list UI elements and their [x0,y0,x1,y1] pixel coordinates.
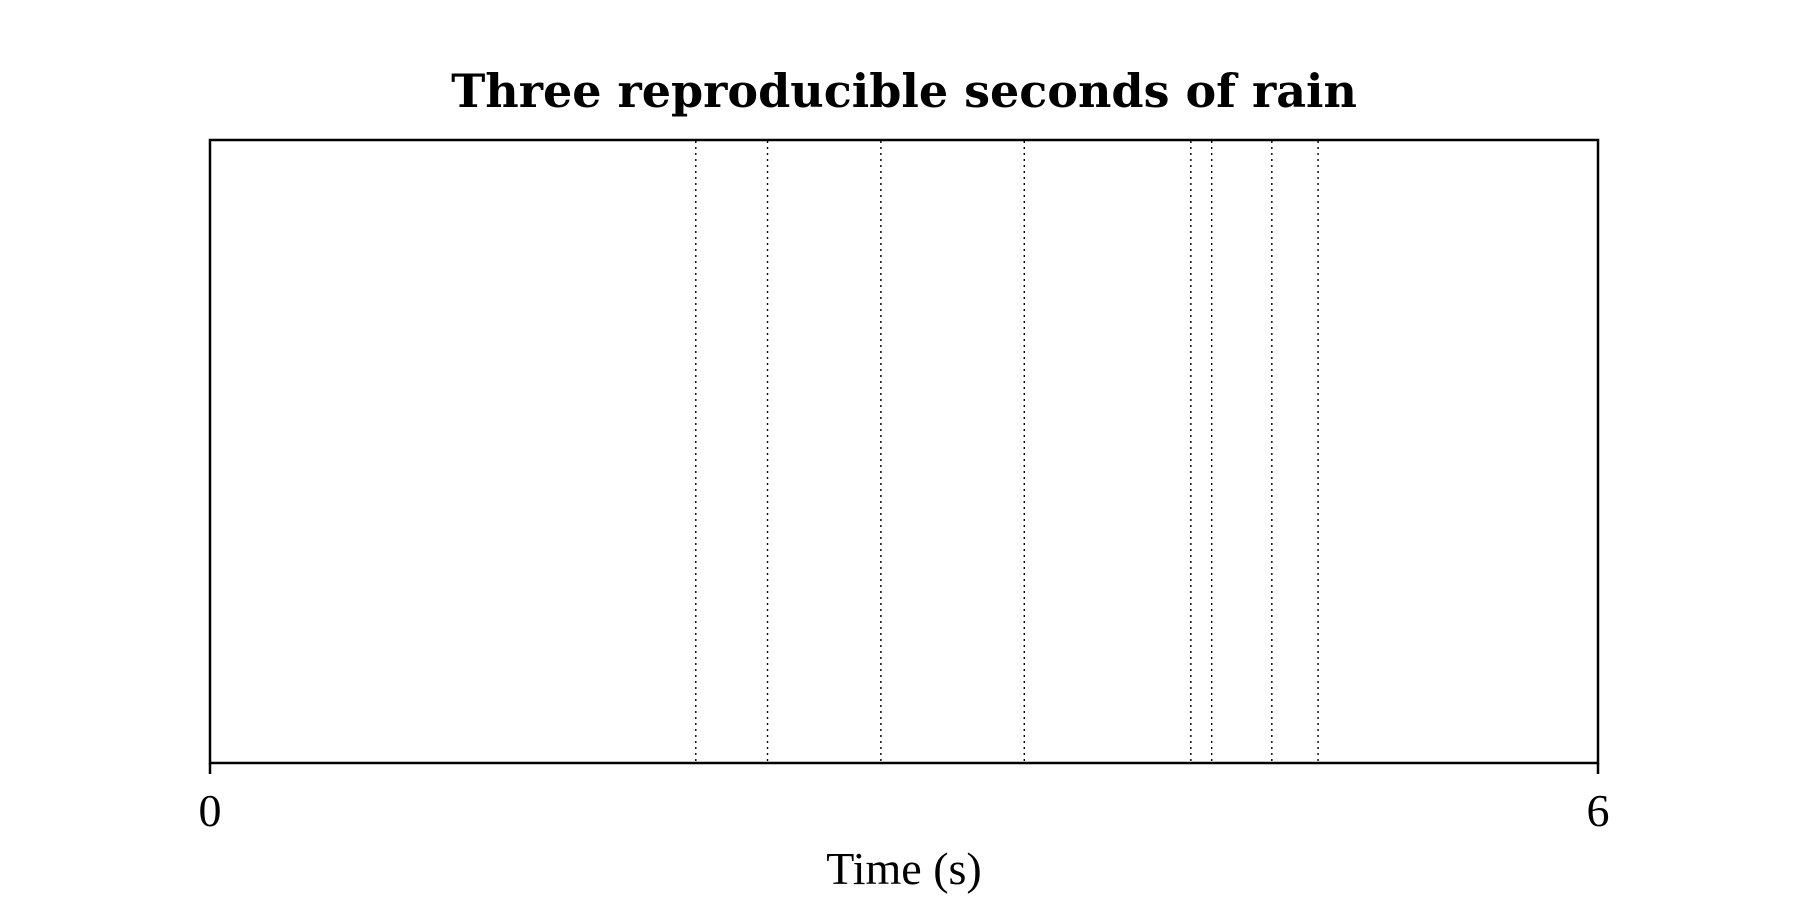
chart-title: Three reproducible seconds of rain [451,64,1357,118]
x-tick-label-end: 6 [1587,785,1610,836]
plot-frame [208,138,1600,765]
rain-events [695,141,1319,762]
x-tick-label-start: 0 [199,785,222,836]
x-axis-label: Time (s) [826,843,982,894]
